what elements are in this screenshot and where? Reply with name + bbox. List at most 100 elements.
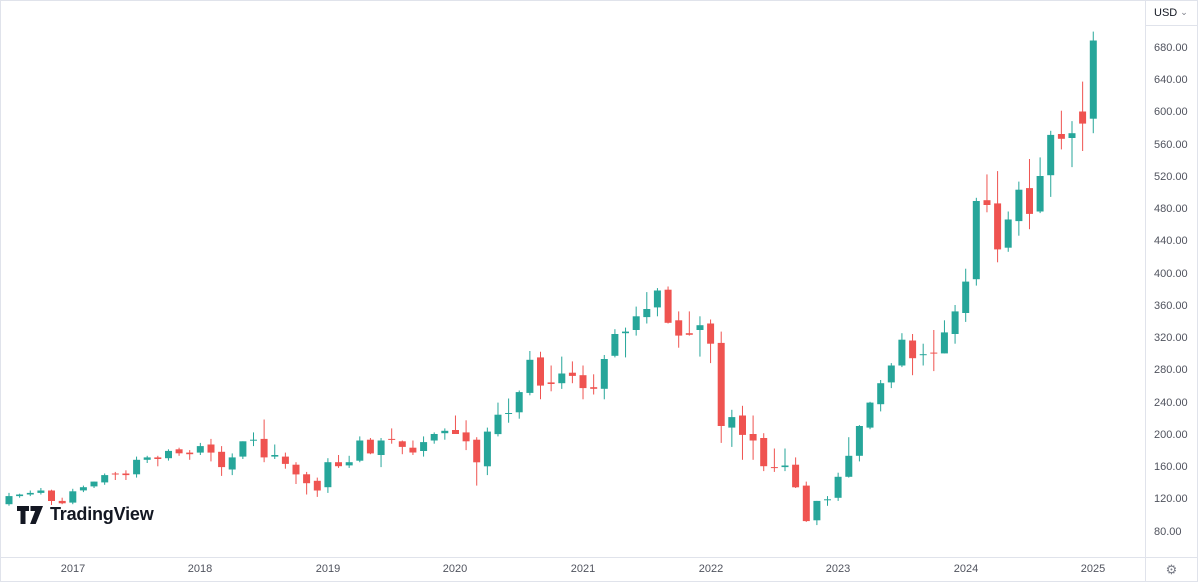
candle-body bbox=[366, 439, 374, 454]
candle-body bbox=[207, 444, 215, 453]
candle-body bbox=[313, 480, 321, 491]
candle-body bbox=[218, 451, 226, 468]
candle-body bbox=[239, 441, 247, 457]
candle-body bbox=[940, 332, 948, 354]
tradingview-logo[interactable]: TradingView bbox=[17, 504, 154, 525]
candle-body bbox=[590, 387, 598, 389]
candle-body bbox=[165, 450, 172, 459]
chart-plot-area[interactable]: TradingView bbox=[1, 1, 1147, 559]
candle-body bbox=[622, 331, 629, 334]
candle-body bbox=[611, 334, 619, 356]
candle-body bbox=[877, 383, 885, 405]
candle-body bbox=[643, 309, 651, 318]
candle-body bbox=[547, 382, 555, 384]
candle-body bbox=[930, 352, 938, 354]
time-axis-label: 2024 bbox=[953, 563, 979, 575]
price-axis-label: 240.00 bbox=[1154, 397, 1188, 409]
candle-body bbox=[48, 490, 55, 501]
candle-body bbox=[228, 457, 236, 470]
candle-body bbox=[175, 449, 183, 454]
candle-body bbox=[653, 290, 661, 308]
candle-body bbox=[675, 320, 683, 336]
price-axis-label: 680.00 bbox=[1154, 42, 1188, 54]
price-axis-label: 400.00 bbox=[1154, 268, 1188, 280]
candle-body bbox=[303, 474, 311, 484]
candle-body bbox=[813, 500, 821, 521]
candle-body bbox=[1047, 134, 1055, 176]
candle-body bbox=[1089, 40, 1097, 119]
price-axis-label: 640.00 bbox=[1154, 74, 1188, 86]
candle-body bbox=[664, 289, 672, 323]
candle-body bbox=[728, 417, 736, 428]
candle-body bbox=[1026, 188, 1033, 214]
price-axis[interactable]: USD ⌄ 680.00 640.00 600.00 560.00 520.00 480.… bbox=[1145, 1, 1197, 559]
time-axis-label: 2018 bbox=[187, 563, 213, 575]
candle-body bbox=[345, 462, 353, 466]
candle-body bbox=[887, 365, 895, 383]
price-axis-label: 520.00 bbox=[1154, 171, 1188, 183]
candle-body bbox=[834, 476, 842, 498]
candle-body bbox=[16, 494, 24, 497]
candle-body bbox=[1015, 189, 1023, 222]
candle-body bbox=[558, 373, 566, 384]
candle-body bbox=[356, 440, 364, 461]
candle-body bbox=[707, 323, 715, 344]
candle-body bbox=[781, 465, 789, 468]
candle-body bbox=[58, 500, 66, 504]
candle-body bbox=[1057, 134, 1065, 139]
currency-dropdown[interactable]: USD ⌄ bbox=[1146, 1, 1197, 26]
price-axis-label: 80.00 bbox=[1154, 526, 1182, 538]
candle-body bbox=[377, 440, 385, 455]
candle-body bbox=[1004, 219, 1012, 248]
candle-body bbox=[1036, 176, 1044, 212]
candle-body bbox=[909, 340, 917, 359]
candle-body bbox=[770, 467, 778, 469]
gear-icon[interactable]: ⚙ bbox=[1165, 562, 1178, 577]
candle-body bbox=[824, 499, 831, 501]
price-axis-label: 320.00 bbox=[1154, 332, 1188, 344]
candle-body bbox=[90, 481, 98, 487]
candle-body bbox=[143, 457, 151, 460]
candle-body bbox=[792, 464, 800, 488]
candle-body bbox=[260, 438, 268, 458]
candle-body bbox=[717, 342, 725, 426]
axis-corner-cell: ⚙ bbox=[1145, 557, 1197, 581]
candle-body bbox=[685, 333, 693, 335]
candle-body bbox=[919, 354, 927, 356]
price-axis-label: 200.00 bbox=[1154, 429, 1188, 441]
price-axis-label: 280.00 bbox=[1154, 364, 1188, 376]
candle-body bbox=[802, 485, 810, 522]
candle-body bbox=[324, 462, 332, 488]
price-axis-label: 120.00 bbox=[1154, 493, 1188, 505]
time-axis-label: 2020 bbox=[442, 563, 468, 575]
candle-body bbox=[866, 402, 874, 428]
candle-body bbox=[972, 201, 980, 280]
candle-body bbox=[111, 473, 119, 475]
time-axis-label: 2017 bbox=[60, 563, 86, 575]
time-axis-label: 2022 bbox=[698, 563, 724, 575]
candle-body bbox=[335, 462, 342, 467]
candle-body bbox=[749, 434, 757, 441]
candle-body bbox=[739, 415, 746, 435]
candle-body bbox=[983, 200, 991, 205]
time-axis[interactable]: 2017 2018 2019 2020 2021 2022 2023 2024 2025 bbox=[1, 557, 1147, 581]
candle-body bbox=[632, 316, 640, 330]
candle-body bbox=[515, 392, 523, 413]
time-axis-label: 2023 bbox=[825, 563, 851, 575]
price-axis-label: 480.00 bbox=[1154, 203, 1188, 215]
tradingview-logo-text: TradingView bbox=[50, 504, 154, 524]
candle-body bbox=[133, 459, 141, 475]
candle-body bbox=[26, 492, 34, 495]
candle-body bbox=[526, 359, 534, 393]
candle-body bbox=[473, 439, 481, 463]
candle-body bbox=[292, 464, 300, 475]
candle-body bbox=[951, 311, 959, 334]
tradingview-logo-icon bbox=[17, 505, 43, 524]
price-axis-label: 600.00 bbox=[1154, 106, 1188, 118]
price-axis-label: 360.00 bbox=[1154, 300, 1188, 312]
candle-body bbox=[994, 203, 1002, 250]
candle-body bbox=[409, 447, 417, 453]
candle-body bbox=[196, 446, 204, 453]
time-axis-label: 2025 bbox=[1080, 563, 1106, 575]
